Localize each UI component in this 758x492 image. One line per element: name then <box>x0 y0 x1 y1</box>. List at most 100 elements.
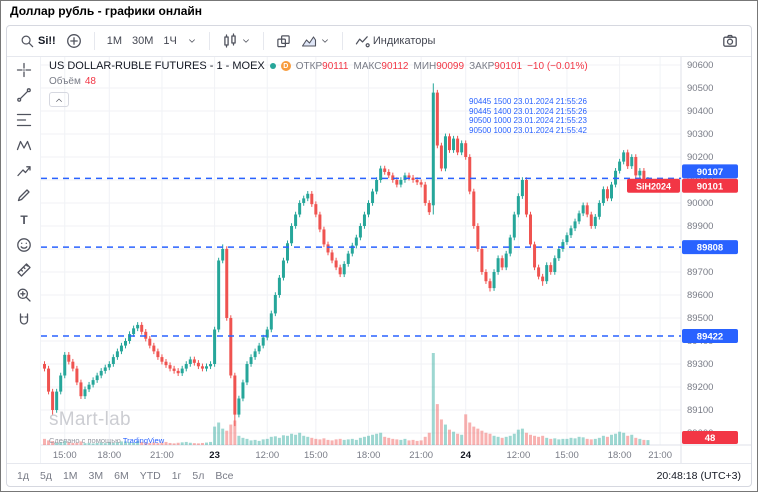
candlestick-style-icon <box>222 33 238 49</box>
range-button-1d[interactable]: 1д <box>17 469 29 482</box>
brush-icon <box>16 187 32 208</box>
candlestick-chart[interactable]: 9060090500904009030090200901009000089900… <box>41 57 751 463</box>
forecast-tool-button[interactable] <box>11 160 37 185</box>
svg-text:23: 23 <box>209 450 220 461</box>
toolbar-separator <box>93 32 95 50</box>
range-button-3m[interactable]: 3М <box>88 469 104 482</box>
svg-text:SiH2024: SiH2024 <box>636 181 671 191</box>
volume-value: 48 <box>84 76 96 87</box>
interval-label: 30М <box>132 35 154 47</box>
volume-legend: Объём 48 <box>49 76 96 87</box>
compare-add-symbol-button[interactable] <box>61 31 87 51</box>
svg-text:90500: 90500 <box>687 83 713 94</box>
fib-retracement-icon <box>16 112 32 133</box>
svg-text:18:00: 18:00 <box>97 450 121 461</box>
range-button-6m[interactable]: 6М <box>114 469 129 482</box>
order-line: 90500 1000 23.01.2024 21:55:23 <box>469 116 587 125</box>
order-line: 90445 1400 23.01.2024 21:55:26 <box>469 106 587 116</box>
smartlab-watermark: sMart-lab <box>49 409 131 430</box>
svg-text:18:00: 18:00 <box>608 450 632 461</box>
chevron-down-icon <box>187 36 197 46</box>
tradingview-link[interactable]: TradingView <box>122 436 165 445</box>
svg-text:24: 24 <box>460 450 471 461</box>
interval-button-1h[interactable]: 1Ч <box>158 33 181 49</box>
crosshair-tool-button[interactable] <box>11 60 37 85</box>
compare-symbols-button[interactable] <box>271 32 296 51</box>
svg-text:89200: 89200 <box>687 382 713 393</box>
measure-tool-button[interactable] <box>11 260 37 285</box>
text-tool-icon: T <box>16 212 32 233</box>
range-button-all[interactable]: Все <box>215 469 234 482</box>
magnet-tool-button[interactable] <box>11 310 37 335</box>
xabcd-pattern-tool-button[interactable] <box>11 135 37 160</box>
trend-line-icon <box>16 87 32 108</box>
range-button-ytd[interactable]: YTD <box>139 469 161 482</box>
chevron-down-icon <box>241 36 251 46</box>
svg-text:90400: 90400 <box>687 106 713 117</box>
drawing-toolbar: T <box>7 57 41 463</box>
svg-text:18:00: 18:00 <box>357 450 381 461</box>
area-chart-icon <box>301 33 317 49</box>
symbol-search-text: Si!! <box>38 35 56 47</box>
range-button-1y[interactable]: 1г <box>171 469 182 482</box>
interval-button-30m[interactable]: 30М <box>127 33 158 49</box>
svg-text:89300: 89300 <box>687 359 713 370</box>
interval-menu-button[interactable] <box>182 34 202 48</box>
chart-style-button[interactable] <box>217 31 256 51</box>
svg-text:15:00: 15:00 <box>304 450 328 461</box>
compare-icon <box>276 34 291 49</box>
clock-time: 20:48:18 <box>656 469 698 482</box>
symbol-search-button[interactable]: Si!! <box>15 32 61 51</box>
svg-text:90107: 90107 <box>697 167 723 178</box>
volume-label: Объём <box>49 76 81 87</box>
range-button-5d[interactable]: 5д <box>39 469 52 482</box>
order-log-annotation: 90445 1500 23.01.2024 21:55:26 90445 140… <box>469 97 587 135</box>
svg-text:89422: 89422 <box>697 331 723 342</box>
interval-label: 1Ч <box>163 35 177 47</box>
delayed-data-icon: D <box>280 61 291 71</box>
symbol-title: US DOLLAR-RUBLE FUTURES - 1 - MOEX <box>49 60 265 72</box>
text-tool-button[interactable]: T <box>11 210 37 235</box>
open-pair: ОТКР90111 <box>295 60 349 72</box>
svg-text:89100: 89100 <box>687 405 713 416</box>
search-icon <box>20 34 35 49</box>
symbol-legend[interactable]: US DOLLAR-RUBLE FUTURES - 1 - MOEX D ОТК… <box>49 60 588 72</box>
market-status-icon <box>269 63 276 69</box>
fib-retracement-tool-button[interactable] <box>11 110 37 135</box>
svg-text:15:00: 15:00 <box>555 450 579 461</box>
chart-widget: Si!! 1М 30М 1Ч <box>6 25 752 487</box>
svg-text:90600: 90600 <box>687 60 713 71</box>
svg-text:90101: 90101 <box>697 181 724 192</box>
snapshot-button[interactable] <box>717 31 743 51</box>
indicators-label: Индикаторы <box>372 35 436 47</box>
zoom-in-tool-button[interactable] <box>11 285 37 310</box>
toolbar-separator <box>341 32 343 50</box>
svg-text:T: T <box>20 213 28 227</box>
chevron-down-icon <box>320 36 330 46</box>
range-button-1m[interactable]: 1М <box>62 469 78 482</box>
indicators-button[interactable]: Индикаторы <box>350 32 441 51</box>
interval-label: 1М <box>106 35 123 47</box>
trend-line-tool-button[interactable] <box>11 85 37 110</box>
top-toolbar: Si!! 1М 30М 1Ч <box>7 26 751 57</box>
toolbar-separator <box>262 32 264 50</box>
order-line: 90445 1500 23.01.2024 21:55:26 <box>469 97 587 106</box>
clock-timezone[interactable]: 20:48:18 (UTC+3) <box>657 470 741 482</box>
svg-text:90200: 90200 <box>687 152 713 163</box>
chart-area: 9060090500904009030090200901009000089900… <box>41 57 751 463</box>
legend-collapse-button[interactable] <box>49 92 69 107</box>
svg-text:12:00: 12:00 <box>506 450 530 461</box>
area-style-button[interactable] <box>296 31 335 51</box>
range-button-5y[interactable]: 5л <box>192 469 205 482</box>
magnet-icon <box>16 312 32 333</box>
plus-circle-icon <box>66 33 82 49</box>
interval-button-1m[interactable]: 1М <box>102 33 127 49</box>
smiley-icon <box>16 237 32 258</box>
camera-icon <box>722 33 738 49</box>
brush-tool-button[interactable] <box>11 185 37 210</box>
low-pair: МИН90099 <box>413 60 465 72</box>
ruler-icon <box>16 262 32 283</box>
clock-tz: (UTC+3) <box>700 469 741 482</box>
emoji-tool-button[interactable] <box>11 235 37 260</box>
